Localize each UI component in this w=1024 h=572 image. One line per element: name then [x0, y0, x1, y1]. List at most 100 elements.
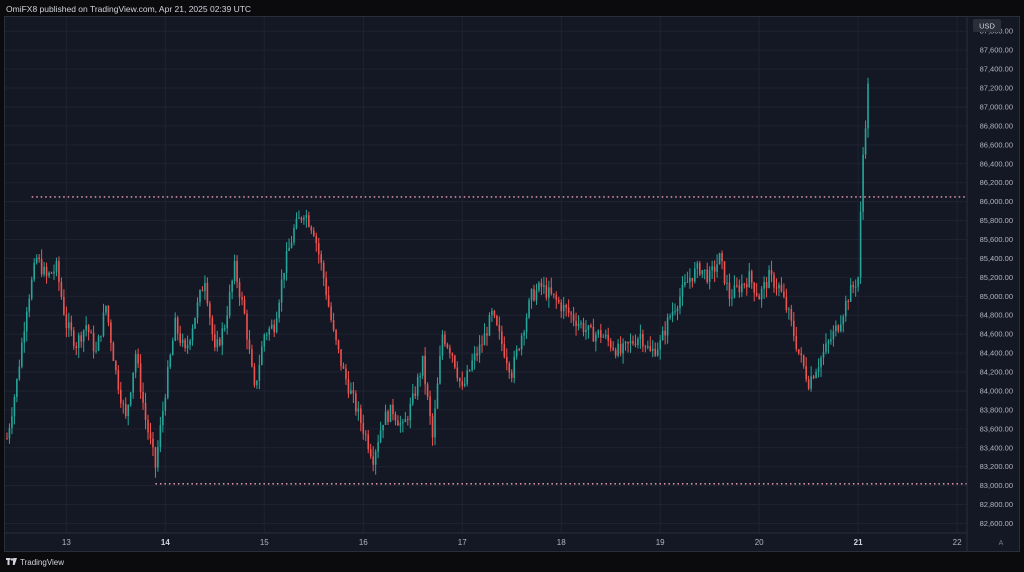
time-axis[interactable]: 13 14 15 16 17 18 19 20 21 22: [62, 538, 962, 547]
candle-body: [624, 342, 627, 344]
candle-body: [639, 333, 642, 339]
candle-body: [456, 367, 459, 379]
auto-scale-toggle[interactable]: A: [999, 540, 1004, 547]
candle-body: [97, 336, 100, 351]
y-tick-label: 82,600.00: [980, 519, 1013, 528]
candle-body: [152, 438, 154, 448]
candle-body: [347, 379, 350, 394]
candle-body: [43, 266, 45, 275]
candle-body: [216, 339, 219, 348]
candle-body: [11, 416, 13, 428]
candle-body: [491, 310, 493, 316]
price-axis[interactable]: 82,600.00 82,800.00 83,000.00 83,200.00 83,4…: [980, 27, 1013, 528]
candle-body: [397, 420, 399, 426]
candle-body: [503, 344, 506, 357]
candle-body: [827, 341, 830, 344]
candle-body: [404, 419, 407, 423]
candle-body: [515, 349, 518, 357]
candle-body: [122, 403, 125, 405]
y-tick-label: 86,200.00: [980, 178, 1013, 187]
candle-body: [562, 304, 565, 312]
candle-body: [528, 300, 530, 318]
candle-body: [733, 285, 736, 298]
candle-body: [414, 393, 417, 396]
candle-body: [21, 342, 23, 367]
candle-body: [580, 322, 582, 324]
candle-body: [533, 289, 535, 301]
candle-body: [377, 442, 379, 452]
candle-body: [110, 322, 112, 343]
currency-label: USD: [979, 22, 995, 31]
candle-body: [285, 250, 288, 273]
candle-body: [773, 274, 775, 288]
candle-body: [233, 260, 236, 281]
candle-body: [711, 266, 713, 271]
candle-body: [857, 277, 859, 287]
candle-body: [627, 342, 629, 344]
candle-body: [53, 271, 55, 274]
candle-body: [676, 308, 679, 312]
candle-body: [300, 217, 303, 220]
candle-body: [107, 305, 110, 323]
currency-badge[interactable]: [973, 19, 1001, 32]
y-tick-label: 86,400.00: [980, 159, 1013, 168]
candle-body: [478, 344, 481, 356]
candle-body: [664, 330, 666, 336]
candle-body: [411, 393, 414, 404]
level-layer: [31, 196, 967, 485]
candle-body: [689, 277, 691, 282]
candle-body: [446, 344, 449, 348]
candle-body: [68, 322, 70, 329]
candle-body: [706, 269, 709, 282]
candle-body: [6, 438, 8, 440]
candle-body: [634, 343, 637, 345]
candle-body: [176, 317, 179, 334]
candle-body: [382, 424, 384, 431]
candle-body: [555, 294, 558, 300]
candle-body: [852, 285, 854, 288]
candle-body: [154, 447, 157, 468]
candle-body: [548, 287, 550, 298]
candle-body: [750, 271, 753, 283]
candle-body: [55, 261, 58, 272]
candle-body: [496, 315, 498, 325]
candle-body: [463, 383, 466, 386]
y-tick-label: 84,600.00: [980, 330, 1013, 339]
candle-body: [209, 303, 211, 318]
candle-body: [223, 328, 226, 330]
candle-body: [674, 311, 676, 313]
y-tick-label: 84,000.00: [980, 386, 1013, 395]
candle-body: [119, 389, 122, 404]
candle-body: [320, 254, 323, 263]
candle-body: [303, 217, 305, 220]
candle-body: [181, 339, 184, 343]
candle-body: [312, 230, 315, 236]
candle-body: [70, 322, 73, 331]
candle-body: [38, 257, 40, 260]
candle-body: [501, 331, 503, 345]
candle-body: [661, 330, 664, 341]
candle-body: [473, 353, 476, 361]
candle-body: [768, 270, 770, 289]
candle-body: [538, 282, 540, 291]
candle-body: [332, 320, 335, 330]
candle-body: [392, 404, 394, 415]
candle-body: [379, 430, 382, 443]
candle-body: [273, 324, 276, 333]
candle-body: [570, 312, 572, 315]
candle-body: [117, 370, 120, 390]
candle-body: [149, 432, 152, 439]
candle-body: [95, 350, 97, 352]
candle-body: [736, 285, 738, 287]
candle-body: [441, 334, 444, 356]
candle-body: [246, 313, 248, 340]
candle-body: [684, 282, 686, 285]
candle-body: [728, 282, 731, 299]
candle-body: [127, 404, 130, 417]
candle-body: [647, 346, 649, 348]
candle-body: [16, 379, 18, 398]
x-tick-label: 17: [458, 538, 467, 547]
candle-body: [426, 384, 429, 397]
y-tick-label: 85,400.00: [980, 254, 1013, 263]
candle-body: [691, 277, 694, 282]
